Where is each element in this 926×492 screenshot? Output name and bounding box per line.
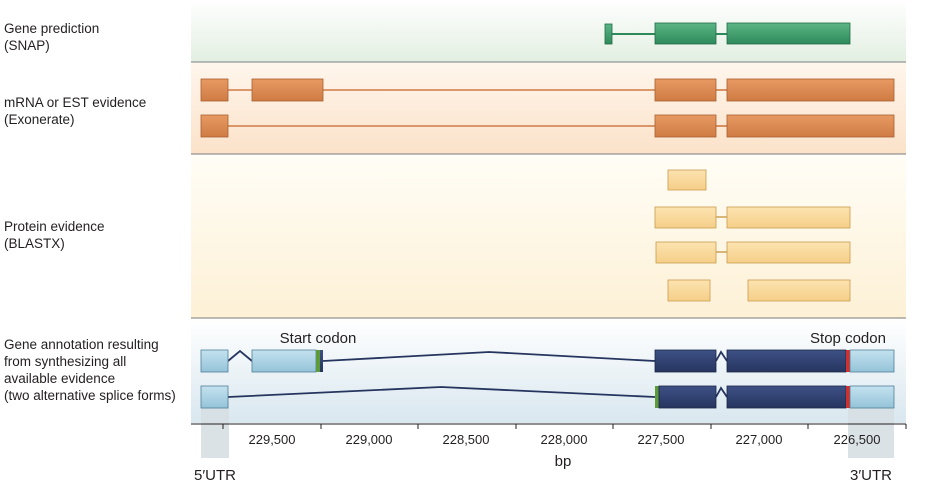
label-gene-prediction: Gene prediction (SNAP) (4, 21, 100, 53)
annotation-cds-exon (726, 385, 847, 409)
annotation-utr-exon (849, 349, 895, 373)
annotation-utr-exon (849, 385, 895, 409)
axis-tick-label: 228,000 (541, 432, 588, 447)
start-codon-marker (316, 350, 320, 372)
label-gene-annotation: Gene annotation resulting from synthesiz… (4, 337, 176, 403)
protein-track-2 (654, 206, 851, 229)
mrna-track-2 (200, 114, 895, 138)
axis-label: bp (555, 453, 572, 470)
annotation-utr-exon (200, 349, 229, 373)
protein-hit (667, 279, 711, 302)
axis-tick-label: 226,500 (834, 432, 881, 447)
start-codon-marker (655, 386, 659, 408)
annotation-cds-exon (726, 349, 847, 373)
snap-exon (726, 22, 851, 45)
mrna-exon (654, 114, 717, 138)
annotation-cds-exon (654, 349, 717, 373)
snap-track (604, 22, 851, 45)
start-codon-label: Start codon (280, 330, 357, 347)
axis-tick-label: 227,500 (638, 432, 685, 447)
protein-hit (726, 206, 851, 229)
axis-tick-label: 228,500 (443, 432, 490, 447)
bp-axis: 229,500 229,000 228,500 228,000 227,500 … (191, 423, 907, 470)
protein-track-3 (655, 241, 851, 264)
mrna-exon (251, 78, 324, 102)
protein-track-4 (667, 279, 851, 302)
mrna-exon (200, 78, 229, 102)
utr5-label: 5′UTR (194, 467, 236, 484)
annotation-cds-exon (320, 350, 323, 372)
mrna-track-1 (200, 78, 895, 102)
stop-codon-label: Stop codon (810, 330, 886, 347)
stop-codon-marker (846, 350, 850, 372)
protein-hit (654, 206, 717, 229)
axis-tick-label: 229,500 (249, 432, 296, 447)
protein-hit (726, 241, 851, 264)
axis-tick-label: 229,000 (346, 432, 393, 447)
mrna-exon (726, 114, 895, 138)
annotation-utr-exon (200, 385, 229, 409)
protein-track-1 (667, 169, 707, 191)
annotation-splice-form-1 (200, 349, 895, 373)
annotation-splice-form-2 (200, 385, 895, 409)
protein-hit (747, 279, 851, 302)
mrna-exon (726, 78, 895, 102)
label-protein-evidence: Protein evidence (BLASTX) (4, 219, 105, 251)
snap-exon (604, 23, 613, 45)
mrna-exon (200, 114, 229, 138)
protein-hit (655, 241, 717, 264)
protein-hit (667, 169, 707, 191)
label-mrna-evidence: mRNA or EST evidence (Exonerate) (4, 95, 147, 127)
annotation-cds-exon (658, 385, 717, 409)
snap-exon (654, 22, 717, 45)
mrna-exon (654, 78, 717, 102)
annotation-utr-exon (251, 349, 317, 373)
stop-codon-marker (846, 386, 850, 408)
axis-tick-label: 227,000 (736, 432, 783, 447)
utr3-label: 3′UTR (850, 467, 892, 484)
panel-mrna-evidence (191, 63, 906, 154)
